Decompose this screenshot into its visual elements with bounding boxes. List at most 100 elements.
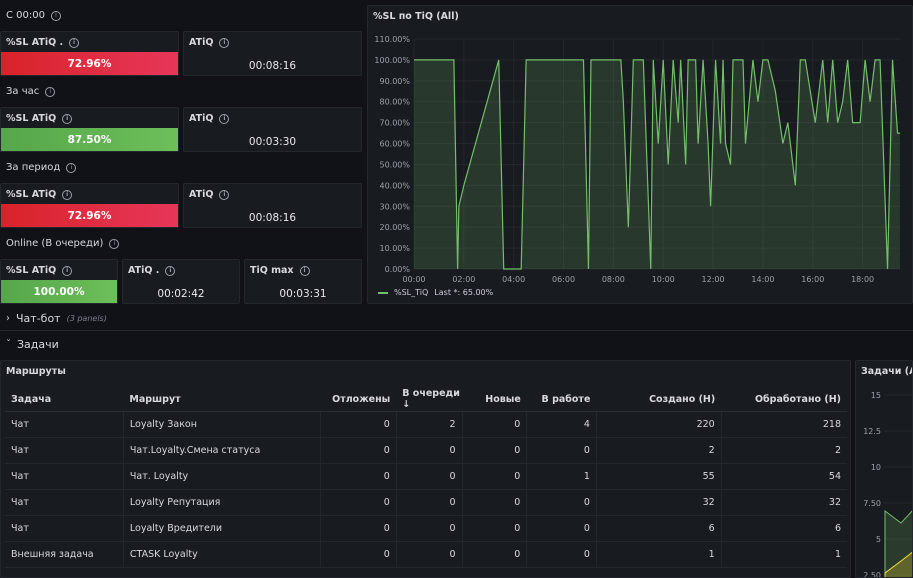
series-area <box>884 510 912 577</box>
y-tick-label: 40.00% <box>379 181 410 190</box>
info-icon[interactable]: i <box>62 265 73 276</box>
y-tick-label: 12.5 <box>863 427 881 436</box>
chart-legend[interactable]: %SL_TiQ Last *: 65.00% <box>378 288 493 297</box>
column-header-in-work[interactable]: В работе <box>526 387 597 412</box>
info-icon[interactable]: i <box>165 265 176 276</box>
y-tick-label: 60.00% <box>379 140 410 149</box>
table-cell: 0 <box>461 437 527 464</box>
stat-value: 00:08:16 <box>248 212 297 224</box>
panel-title: ATiQ i <box>189 113 230 124</box>
legend-color-swatch <box>378 291 388 294</box>
stat-panel-atiq-2[interactable]: ATiQ i 00:03:30 <box>183 107 362 152</box>
row-tasks[interactable]: ˇ Задачи <box>6 338 59 351</box>
row-title-per-period: За период i <box>6 162 77 173</box>
table-cell: 0 <box>319 411 397 438</box>
column-header-postponed[interactable]: Отложены <box>320 387 397 412</box>
info-icon[interactable]: i <box>109 238 120 249</box>
series-line <box>414 59 900 270</box>
info-icon[interactable]: i <box>45 86 56 97</box>
y-tick-label: 7.50 <box>863 499 881 508</box>
x-tick-label: 00:00 <box>402 275 425 284</box>
tasks-chart: 15 12.5 10 7.50 5 2.50 <box>863 391 912 577</box>
table-cell: 55 <box>595 463 722 490</box>
stat-panel-tiq-max[interactable]: TiQ max i 00:03:31 <box>244 259 362 304</box>
table-cell: 0 <box>461 489 527 516</box>
info-icon[interactable]: i <box>219 189 230 200</box>
table-cell: 32 <box>720 489 847 516</box>
row-title-per-hour: За час i <box>6 86 56 97</box>
panel-title: ATiQ .i <box>128 265 176 276</box>
y-tick-label: 90.00% <box>379 77 410 86</box>
table-cell: 0 <box>395 489 463 516</box>
info-icon[interactable]: i <box>69 37 80 48</box>
y-tick-label: 50.00% <box>379 160 410 169</box>
row-chat-bot[interactable]: › Чат-бот (3 panels) <box>6 312 107 325</box>
panel-title: Задачи (All <box>861 366 912 377</box>
y-tick-label: 80.00% <box>379 98 410 107</box>
y-tick-label: 10 <box>871 463 881 472</box>
stat-panel-sl-atiq-1[interactable]: %SL ATiQ .i 72.96% <box>0 31 179 76</box>
table-panel-routes[interactable]: Маршруты Задача Маршрут Отложены В очере… <box>0 360 851 578</box>
table-cell: 0 <box>395 463 463 490</box>
series-area-2 <box>884 551 912 577</box>
stat-value-bar: 87.50% <box>1 128 178 151</box>
stat-panel-sl-atiq-online[interactable]: %SL ATiQ i 100.00% <box>0 259 118 304</box>
table-cell: 0 <box>526 541 597 568</box>
stat-value-bar: 100.00% <box>1 280 117 303</box>
table-cell: 0 <box>395 541 463 568</box>
table-row[interactable]: Внешняя задача CTASK Loyalty 0 0 0 0 1 1 <box>5 541 847 568</box>
y-tick-label: 30.00% <box>379 202 410 211</box>
table-row[interactable]: Чат Чат. Loyalty 0 0 0 1 55 54 <box>5 463 847 490</box>
table-cell: Чат.Loyalty.Смена статуса <box>122 437 321 464</box>
column-header-created[interactable]: Создано (Н) <box>596 387 722 412</box>
table-row[interactable]: Чат Loyalty Закон 0 2 0 4 220 218 <box>5 411 847 438</box>
x-tick-label: 16:00 <box>801 275 824 284</box>
panel-title: %SL ATiQ i <box>6 265 73 276</box>
column-header-in-queue[interactable]: В очереди ↓ <box>396 387 463 412</box>
table-cell: 0 <box>319 515 397 542</box>
table-row[interactable]: Чат Чат.Loyalty.Смена статуса 0 0 0 0 2 2 <box>5 437 847 464</box>
table-cell: 0 <box>395 515 463 542</box>
chart-panel-sl-tiq[interactable]: %SL по TiQ (All) 110.00% 100.00% 90.00% 80.… <box>367 5 913 304</box>
table-row[interactable]: Чат Loyalty Репутация 0 0 0 0 32 32 <box>5 489 847 516</box>
table-cell: Чат <box>5 489 124 516</box>
table-cell: 4 <box>526 411 597 438</box>
row-title-online: Online (В очереди) i <box>6 238 120 249</box>
row-title: Задачи <box>17 338 59 351</box>
table-cell: 1 <box>526 463 597 490</box>
column-header-task[interactable]: Задача <box>5 387 124 412</box>
chart-panel-tasks[interactable]: Задачи (All 15 12.5 10 7.50 5 2.50 <box>855 360 913 578</box>
stat-panel-atiq-3[interactable]: ATiQ i 00:08:16 <box>183 183 362 228</box>
panel-title: %SL ATiQ i <box>6 113 73 124</box>
sort-desc-icon: ↓ <box>402 399 411 410</box>
table-cell: 6 <box>720 515 847 542</box>
routes-table: Задача Маршрут Отложены В очереди ↓ Новы… <box>5 387 847 568</box>
x-tick-label: 08:00 <box>602 275 625 284</box>
info-icon[interactable]: i <box>219 37 230 48</box>
column-header-route[interactable]: Маршрут <box>123 387 321 412</box>
column-header-processed[interactable]: Обработано (Н) <box>721 387 847 412</box>
stat-panel-atiq-online[interactable]: ATiQ .i 00:02:42 <box>122 259 240 304</box>
stat-panel-atiq-1[interactable]: ATiQ i 00:08:16 <box>183 31 362 76</box>
table-cell: 1 <box>720 541 847 568</box>
info-icon[interactable]: i <box>62 189 73 200</box>
table-row[interactable]: Чат Loyalty Вредители 0 0 0 0 6 6 <box>5 515 847 542</box>
table-cell: 6 <box>595 515 722 542</box>
stat-panel-sl-atiq-2[interactable]: %SL ATiQ i 87.50% <box>0 107 179 152</box>
info-icon[interactable]: i <box>50 10 61 21</box>
info-icon[interactable]: i <box>299 265 310 276</box>
stat-panel-sl-atiq-3[interactable]: %SL ATiQ i 72.96% <box>0 183 179 228</box>
column-header-new[interactable]: Новые <box>462 387 527 412</box>
info-icon[interactable]: i <box>66 162 77 173</box>
info-icon[interactable]: i <box>219 113 230 124</box>
table-cell: Loyalty Закон <box>122 411 321 438</box>
table-cell: Чат <box>5 515 124 542</box>
table-cell: 0 <box>461 541 527 568</box>
info-icon[interactable]: i <box>62 113 73 124</box>
table-cell: 0 <box>319 463 397 490</box>
legend-series-name: %SL_TiQ <box>394 288 429 297</box>
table-cell: 0 <box>319 489 397 516</box>
table-header-row: Задача Маршрут Отложены В очереди ↓ Новы… <box>5 387 847 412</box>
x-tick-label: 06:00 <box>552 275 575 284</box>
panel-title: %SL ATiQ i <box>6 189 73 200</box>
